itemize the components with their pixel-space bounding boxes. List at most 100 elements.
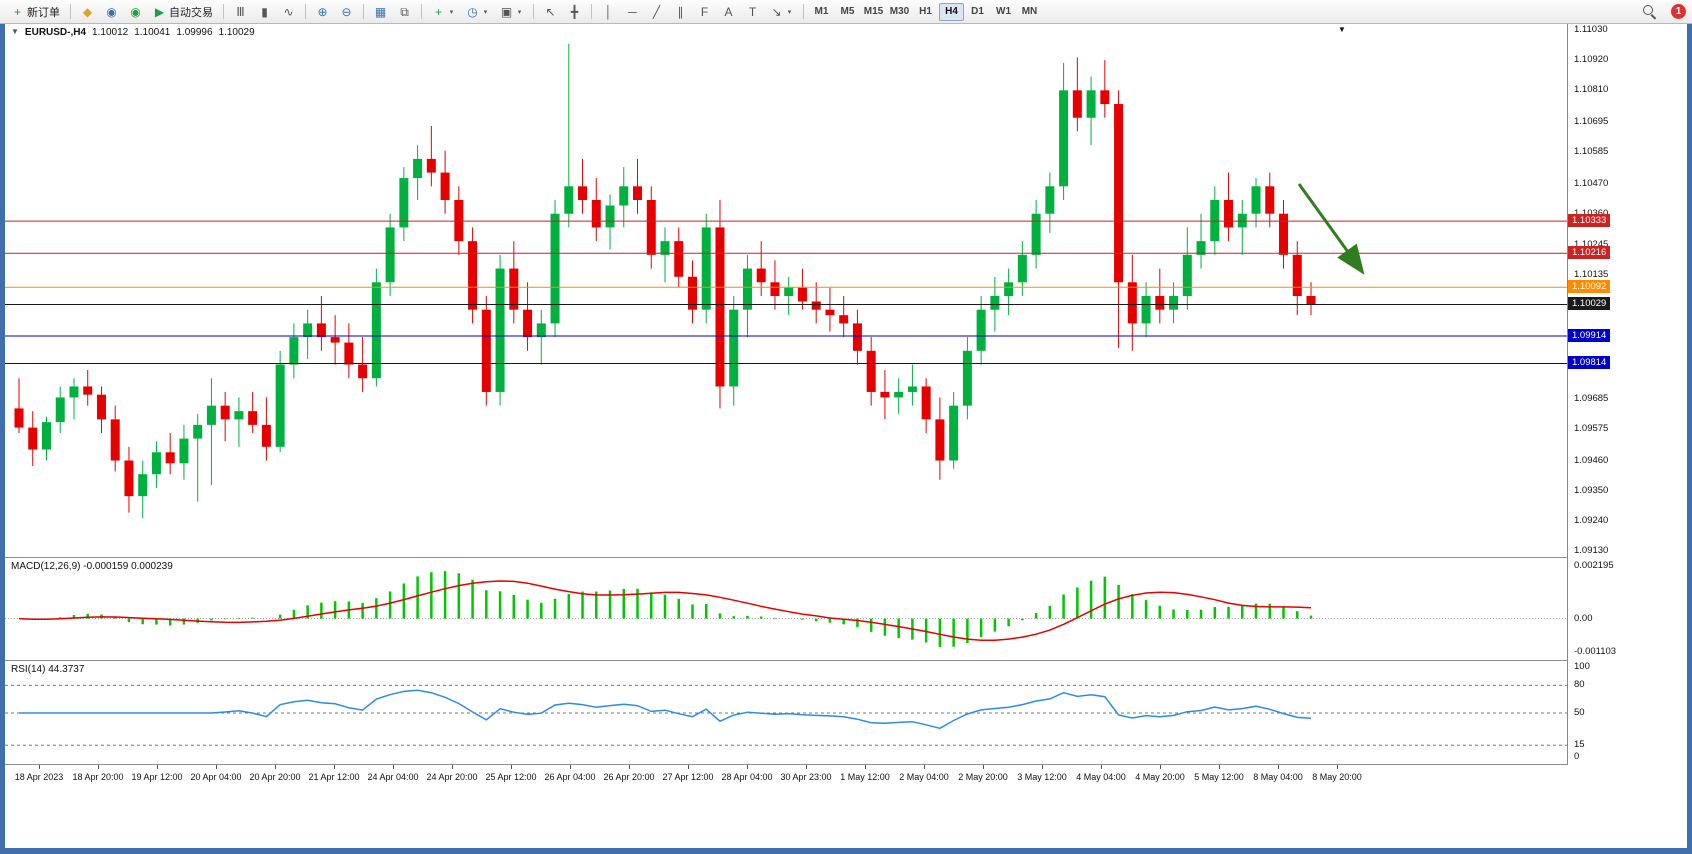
time-tick <box>39 765 40 769</box>
alerts-button[interactable]: ◉ <box>124 2 147 22</box>
trendline-button[interactable]: ╱ <box>645 2 668 22</box>
chart-shift-marker-icon[interactable]: ▼ <box>1338 25 1346 34</box>
time-tick <box>1042 765 1043 769</box>
chart-menu-caret-icon[interactable]: ▼ <box>11 27 19 36</box>
zoom-out-button[interactable]: ⊖ <box>335 2 358 22</box>
time-label: 25 Apr 12:00 <box>485 772 537 782</box>
data-window-button[interactable]: ◆ <box>76 2 99 22</box>
chevron-down-icon: ▾ <box>517 8 522 16</box>
timeframe-w1-button[interactable]: W1 <box>991 3 1016 21</box>
time-label: 8 May 20:00 <box>1312 772 1362 782</box>
new-order-icon: + <box>13 4 21 19</box>
pane-separator[interactable] <box>5 557 1687 558</box>
time-label: 18 Apr 2023 <box>14 772 64 782</box>
alerts-icon: ◉ <box>130 4 141 19</box>
horizontal-line-icon: ─ <box>628 4 637 19</box>
time-label: 4 May 20:00 <box>1135 772 1185 782</box>
clock-icon: ◷ <box>467 4 478 19</box>
time-label: 19 Apr 12:00 <box>131 772 183 782</box>
window-frame-bottom <box>0 848 1692 854</box>
rsi-axis-label: 0 <box>1574 751 1580 762</box>
text-label-button[interactable]: T <box>741 2 764 22</box>
horizontal-line-button[interactable]: ─ <box>621 2 644 22</box>
time-tick <box>570 765 571 769</box>
time-tick <box>1101 765 1102 769</box>
new-order-button[interactable]: + 新订单 <box>6 2 65 22</box>
window-frame-right <box>1687 24 1692 854</box>
time-label: 20 Apr 20:00 <box>249 772 301 782</box>
autotrading-button[interactable]: ▶ 自动交易 <box>148 2 218 22</box>
fibonacci-button[interactable]: F <box>693 2 716 22</box>
time-tick <box>393 765 394 769</box>
timeframe-d1-button[interactable]: D1 <box>965 3 990 21</box>
time-tick <box>806 765 807 769</box>
time-label: 24 Apr 04:00 <box>367 772 419 782</box>
bar-chart-button[interactable]: Ⅲ <box>229 2 252 22</box>
timeframe-h1-button[interactable]: H1 <box>913 3 938 21</box>
price-axis-label: 1.09575 <box>1574 422 1609 434</box>
time-label: 24 Apr 20:00 <box>426 772 478 782</box>
vertical-line-button[interactable]: │ <box>597 2 620 22</box>
timeframe-mn-button[interactable]: MN <box>1017 3 1042 21</box>
timeframe-m15-button[interactable]: M15 <box>861 3 886 21</box>
rsi-label-text: RSI(14) 44.3737 <box>11 664 85 675</box>
zoom-in-button[interactable]: ⊕ <box>311 2 334 22</box>
market-watch-button[interactable]: ◉ <box>100 2 123 22</box>
rsi-pane[interactable]: RSI(14) 44.3737 <box>5 661 1567 764</box>
channel-button[interactable]: ∥ <box>669 2 692 22</box>
arrows-button[interactable]: ↘ ▾ <box>765 2 798 22</box>
time-label: 26 Apr 04:00 <box>544 772 596 782</box>
time-tick <box>157 765 158 769</box>
crosshair-button[interactable]: ╋ <box>563 2 586 22</box>
rsi-label: RSI(14) 44.3737 <box>11 664 84 675</box>
timeframe-m1-button[interactable]: M1 <box>809 3 834 21</box>
market-watch-icon: ◉ <box>106 4 117 19</box>
search-button[interactable] <box>1637 2 1662 22</box>
price-pane[interactable]: ▼ EURUSD-,H4 1.10012 1.10041 1.09996 1.1… <box>5 24 1567 557</box>
macd-axis-label: 0.00 <box>1574 612 1593 624</box>
toolbar-separator <box>533 4 534 19</box>
time-tick <box>983 765 984 769</box>
rsi-chart[interactable] <box>5 661 1567 764</box>
templates-button[interactable]: ▣ ▾ <box>495 2 528 22</box>
tile-windows-button[interactable]: ▦ <box>369 2 392 22</box>
timeframe-m5-button[interactable]: M5 <box>835 3 860 21</box>
indicators-add-icon: + <box>434 4 442 19</box>
symbol-period-label: EURUSD-,H4 <box>24 27 87 38</box>
cascade-windows-button[interactable]: ⧉ <box>393 2 416 22</box>
timeframe-m30-button[interactable]: M30 <box>887 3 912 21</box>
chevron-down-icon: ▾ <box>787 8 792 16</box>
zoom-in-icon: ⊕ <box>317 4 328 19</box>
cursor-button[interactable]: ↖ <box>539 2 562 22</box>
notification-badge[interactable]: 1 <box>1671 4 1686 19</box>
timeframe-h4-button[interactable]: H4 <box>939 2 964 21</box>
macd-pane[interactable]: MACD(12,26,9) -0.000159 0.000239 <box>5 558 1567 660</box>
macd-chart[interactable] <box>5 558 1567 660</box>
rsi-axis-label: 15 <box>1574 739 1585 751</box>
high-value: 1.10041 <box>134 27 171 38</box>
autotrading-play-icon: ▶ <box>154 4 165 19</box>
candlestick-chart[interactable] <box>5 24 1567 557</box>
time-axis[interactable]: 18 Apr 2023 18 Apr 20:00 19 Apr 12:00 20 Ap… <box>5 765 1567 793</box>
text-icon: A <box>724 4 733 19</box>
text-label-icon: T <box>748 4 757 19</box>
chart-title: ▼ EURUSD-,H4 1.10012 1.10041 1.09996 1.1… <box>11 27 255 38</box>
pane-separator[interactable] <box>5 660 1687 661</box>
candlestick-chart-button[interactable]: ▮ <box>253 2 276 22</box>
text-button[interactable]: A <box>717 2 740 22</box>
time-tick <box>747 765 748 769</box>
price-axis-label: 1.09240 <box>1574 514 1609 526</box>
time-label: 27 Apr 12:00 <box>662 772 714 782</box>
time-tick <box>452 765 453 769</box>
time-label: 28 Apr 04:00 <box>721 772 773 782</box>
line-chart-button[interactable]: ∿ <box>277 2 300 22</box>
time-tick <box>1337 765 1338 769</box>
template-icon: ▣ <box>500 4 513 19</box>
time-label: 2 May 04:00 <box>899 772 949 782</box>
rsi-axis-label: 80 <box>1574 679 1585 691</box>
indicators-button[interactable]: + ▾ <box>427 2 460 22</box>
price-tag: 1.10216 <box>1568 246 1611 260</box>
toolbar-separator <box>803 4 804 19</box>
periods-button[interactable]: ◷ ▾ <box>461 2 494 22</box>
data-window-icon: ◆ <box>82 4 93 19</box>
